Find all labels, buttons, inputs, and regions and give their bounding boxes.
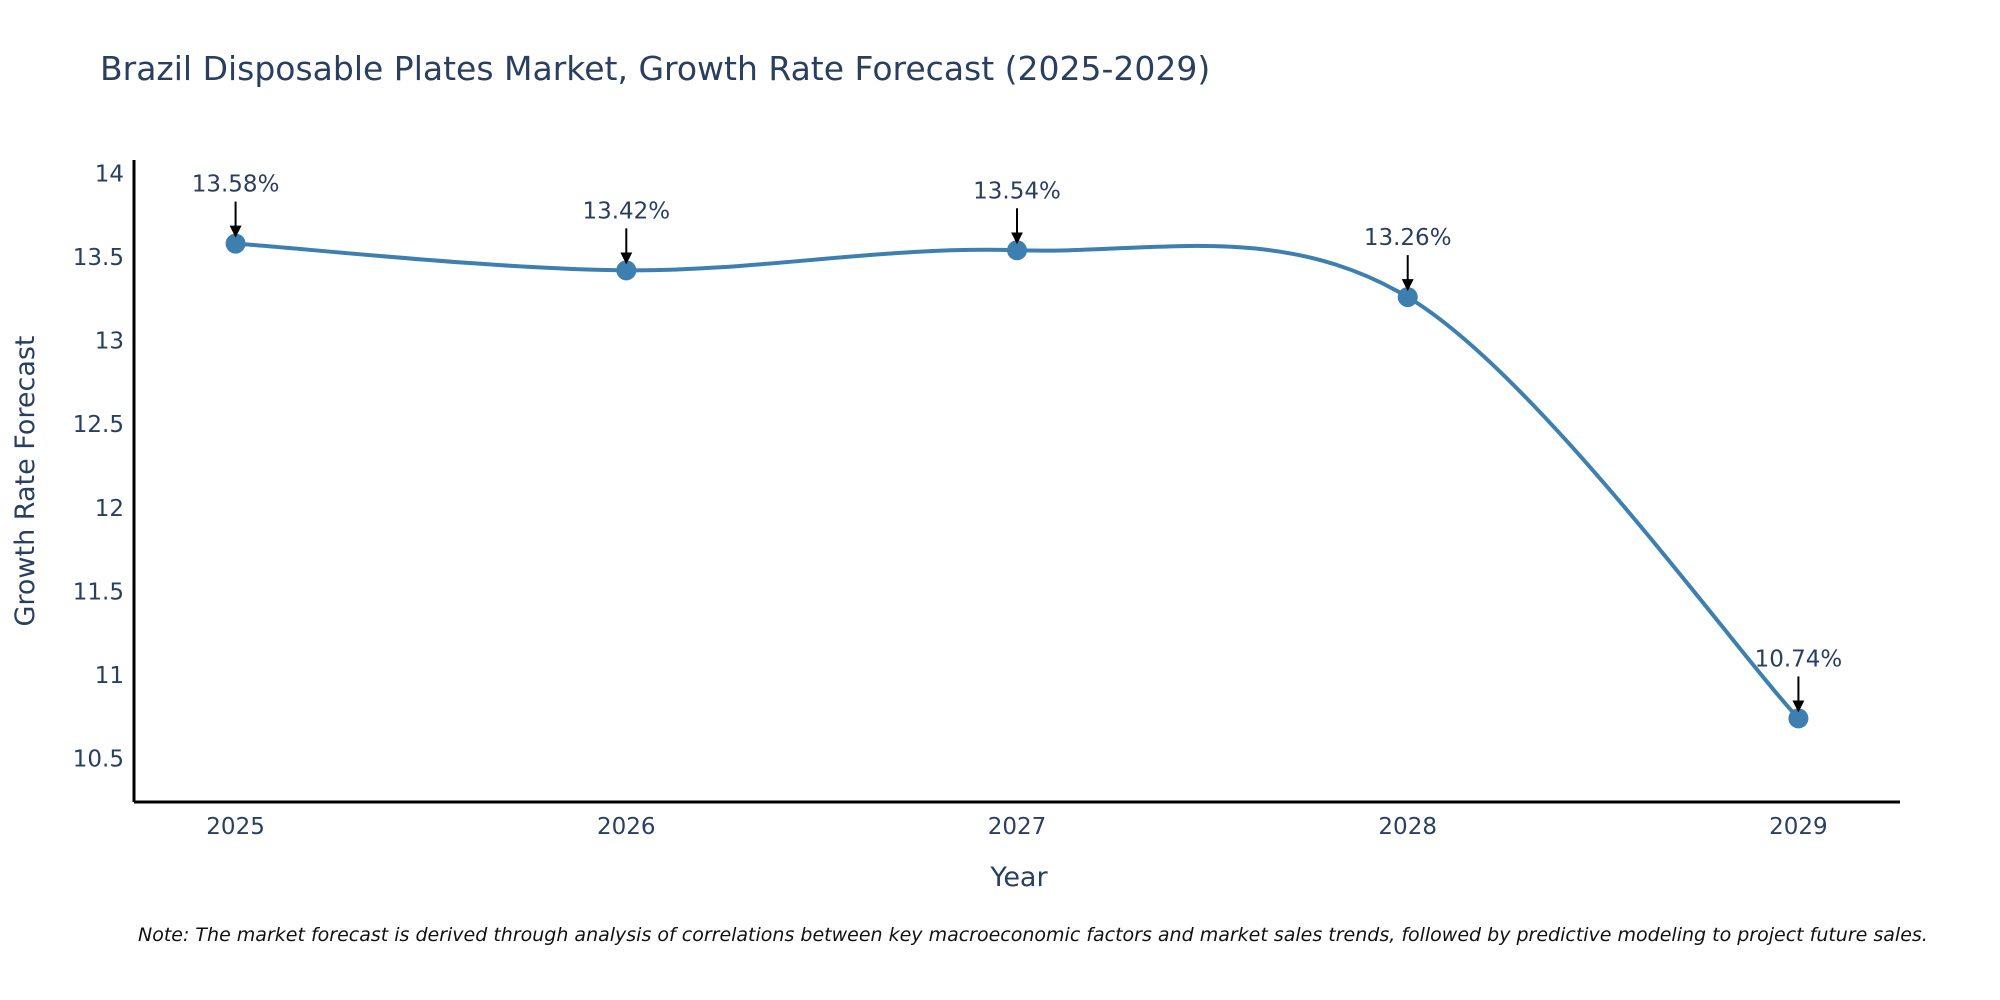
y-tick-label: 12.5 bbox=[73, 412, 124, 438]
data-point bbox=[1397, 287, 1418, 308]
x-tick-label: 2029 bbox=[1769, 814, 1828, 840]
data-point bbox=[616, 260, 637, 281]
chart-note: Note: The market forecast is derived thr… bbox=[138, 924, 1928, 946]
data-points bbox=[225, 233, 1809, 729]
y-tick-label: 12 bbox=[95, 496, 124, 522]
chart-title: Brazil Disposable Plates Market, Growth … bbox=[100, 49, 1210, 88]
y-tick-label: 13 bbox=[95, 329, 124, 355]
x-tick-label: 2027 bbox=[988, 814, 1047, 840]
x-axis-title: Year bbox=[989, 862, 1048, 893]
x-tick-label: 2028 bbox=[1378, 814, 1437, 840]
y-tick-label: 11 bbox=[95, 663, 124, 689]
data-point bbox=[1788, 708, 1809, 729]
data-label: 13.26% bbox=[1364, 225, 1452, 251]
data-point bbox=[1007, 240, 1027, 261]
series-line bbox=[235, 241, 1800, 720]
data-label: 13.42% bbox=[582, 198, 670, 224]
y-axis-ticks: 10.5 11 11.5 12 12.5 13 13.5 14 bbox=[73, 161, 124, 772]
x-axis-ticks: 2025 2026 2027 2028 2029 bbox=[206, 814, 1827, 840]
data-labels: 13.58% 13.42% 13.54% 13.26% 10.74% bbox=[192, 172, 1843, 713]
data-label: 10.74% bbox=[1755, 646, 1843, 672]
x-tick-label: 2026 bbox=[597, 814, 656, 840]
x-tick-label: 2025 bbox=[206, 814, 265, 840]
data-point bbox=[225, 233, 246, 254]
data-label: 13.54% bbox=[973, 178, 1061, 204]
y-tick-label: 11.5 bbox=[73, 579, 124, 605]
y-tick-label: 13.5 bbox=[73, 245, 124, 271]
y-axis-title: Growth Rate Forecast bbox=[10, 335, 41, 626]
data-label: 13.58% bbox=[192, 172, 280, 198]
y-tick-label: 10.5 bbox=[73, 747, 124, 773]
y-tick-label: 14 bbox=[95, 161, 124, 187]
